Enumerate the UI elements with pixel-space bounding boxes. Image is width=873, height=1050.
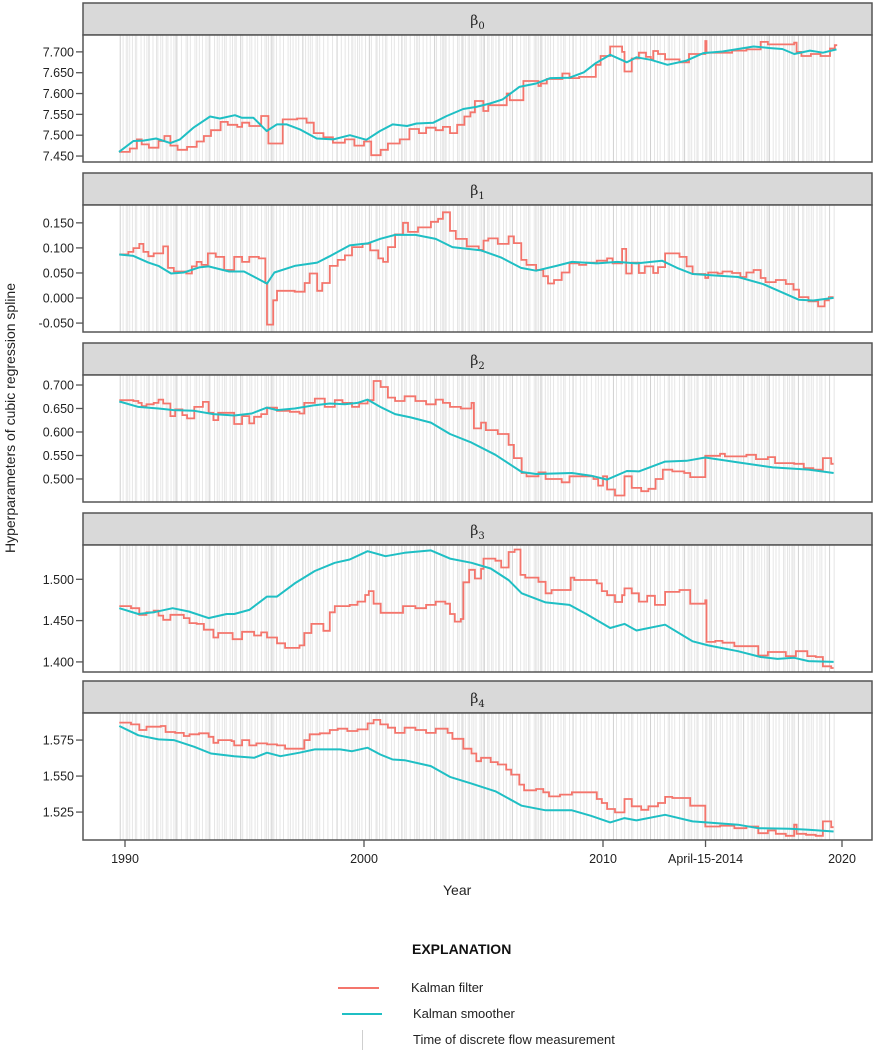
x-tick-label: 1990 — [111, 852, 139, 866]
kalman-smoother-line — [119, 549, 834, 663]
legend-swatch-measurement — [362, 1030, 363, 1050]
legend-label-measurement: Time of discrete flow measurement — [413, 1032, 615, 1047]
panel-title-subscript: 0 — [478, 21, 484, 32]
y-tick-label: 7.600 — [43, 87, 74, 101]
y-tick-label: 1.575 — [43, 734, 74, 748]
panel-strip — [82, 2, 873, 36]
y-tick-label: 1.525 — [43, 806, 74, 820]
kalman-filter-line — [119, 380, 834, 497]
y-tick-label: 0.600 — [43, 425, 74, 439]
kalman-filter-line — [119, 548, 834, 669]
y-tick-label: -0.050 — [39, 317, 74, 331]
y-axis-title: Hyperparameters of cubic regression spli… — [2, 283, 18, 554]
y-tick-label: 7.500 — [43, 129, 74, 143]
y-tick-label: 0.550 — [43, 449, 74, 463]
legend-swatch-kalman-smoother — [342, 1013, 382, 1015]
y-tick-label: 0.000 — [43, 292, 74, 306]
y-tick-label: 7.450 — [43, 150, 74, 164]
measurement-lines — [119, 375, 835, 502]
x-tick-label: 2020 — [828, 852, 856, 866]
panel-title-subscript: 4 — [478, 699, 484, 710]
legend-label-kalman-filter: Kalman filter — [411, 980, 484, 995]
y-tick-label: 7.650 — [43, 66, 74, 80]
legend-swatch-kalman-filter — [338, 987, 379, 989]
x-axis-title: Year — [443, 882, 472, 898]
y-tick-label: 7.700 — [43, 45, 74, 59]
panel-title-subscript: 3 — [478, 531, 484, 542]
legend-label-kalman-smoother: Kalman smoother — [413, 1006, 515, 1021]
panel-strip — [82, 512, 873, 546]
y-tick-label: 0.650 — [43, 402, 74, 416]
panel-title-subscript: 1 — [478, 191, 484, 202]
y-tick-label: 0.050 — [43, 266, 74, 280]
y-tick-label: 1.500 — [43, 573, 74, 587]
plot-area — [83, 375, 872, 502]
y-tick-label: 0.700 — [43, 379, 74, 393]
plot-area — [83, 35, 872, 162]
panel-strip — [82, 342, 873, 376]
kalman-smoother-line — [119, 398, 834, 481]
plot-area — [83, 713, 872, 840]
panel-strip — [82, 172, 873, 206]
legend-title: EXPLANATION — [412, 941, 512, 957]
y-tick-label: 1.450 — [43, 614, 74, 628]
y-tick-label: 7.550 — [43, 108, 74, 122]
measurement-lines — [119, 205, 835, 332]
x-tick-label: 2000 — [350, 852, 378, 866]
kalman-filter-line — [119, 40, 838, 157]
panel-title-subscript: 2 — [478, 361, 484, 372]
kalman-smoother-line — [119, 233, 834, 302]
y-tick-label: 0.150 — [43, 216, 74, 230]
plot-frame — [82, 544, 873, 673]
kalman-smoother-line — [118, 725, 834, 833]
kalman-smoother-line — [118, 45, 837, 153]
kalman-filter-line — [119, 719, 834, 837]
x-tick-label: April-15-2014 — [668, 852, 743, 866]
plot-frame — [82, 204, 873, 333]
y-tick-label: 1.400 — [43, 655, 74, 669]
y-tick-label: 1.550 — [43, 770, 74, 784]
measurement-lines — [119, 35, 835, 162]
y-tick-label: 0.100 — [43, 241, 74, 255]
plot-frame — [82, 34, 873, 163]
x-tick-label: 2010 — [589, 852, 617, 866]
measurement-lines — [119, 545, 835, 672]
plot-frame — [82, 374, 873, 503]
plot-area — [83, 205, 872, 332]
measurement-lines — [119, 713, 835, 840]
y-tick-label: 0.500 — [43, 472, 74, 486]
